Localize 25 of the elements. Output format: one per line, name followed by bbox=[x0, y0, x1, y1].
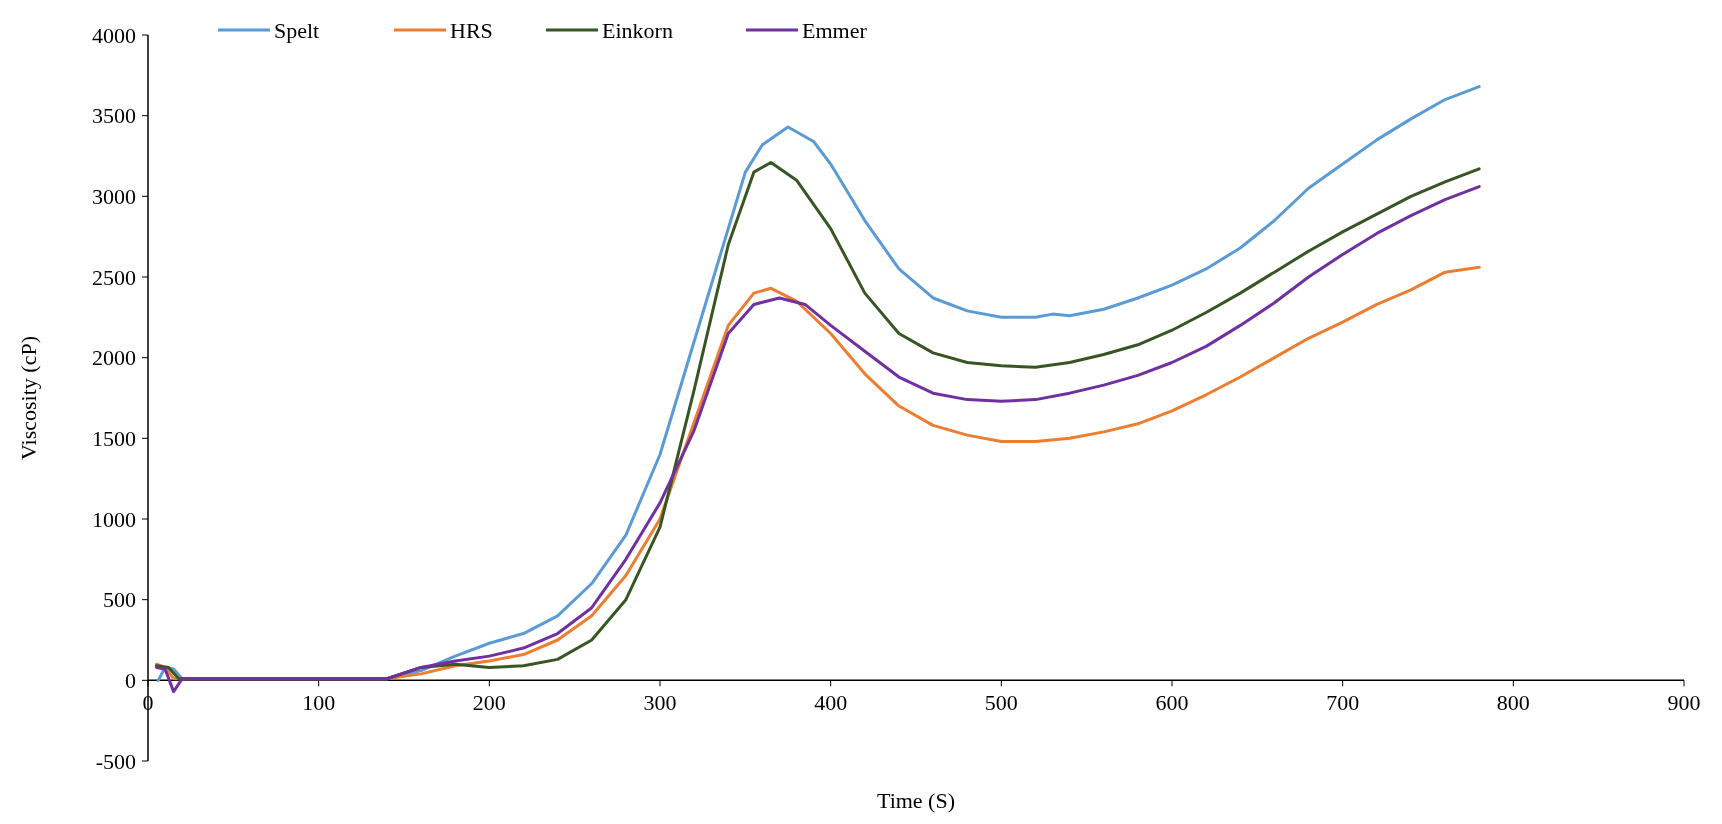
y-tick-label: 3000 bbox=[92, 184, 136, 210]
legend-label: Einkorn bbox=[602, 18, 673, 43]
x-tick-label: 500 bbox=[984, 690, 1018, 716]
x-tick-label: 300 bbox=[643, 690, 677, 716]
x-tick-label: 900 bbox=[1667, 690, 1701, 716]
y-tick-label: 2500 bbox=[92, 264, 136, 290]
y-tick-label: 1500 bbox=[92, 426, 136, 452]
legend-label: Emmer bbox=[802, 18, 868, 43]
y-tick-label: 1000 bbox=[92, 506, 136, 532]
x-tick-label: 100 bbox=[302, 690, 336, 716]
legend-label: Spelt bbox=[274, 18, 320, 43]
y-tick-label: 0 bbox=[125, 668, 136, 694]
y-tick-label: 4000 bbox=[92, 22, 136, 48]
x-tick-label: 200 bbox=[472, 690, 506, 716]
y-tick-label: 500 bbox=[103, 587, 136, 613]
x-tick-label: 800 bbox=[1496, 690, 1530, 716]
y-tick-label: 3500 bbox=[92, 103, 136, 129]
x-tick-label: 400 bbox=[814, 690, 848, 716]
legend-label: HRS bbox=[450, 18, 493, 43]
x-tick-label: 600 bbox=[1155, 690, 1189, 716]
y-tick-label: 2000 bbox=[92, 345, 136, 371]
x-tick-label: 700 bbox=[1326, 690, 1360, 716]
y-tick-label: -500 bbox=[95, 748, 136, 774]
x-axis-title: Time (S) bbox=[876, 788, 956, 813]
y-axis-title: Viscosity (cP) bbox=[16, 336, 41, 460]
